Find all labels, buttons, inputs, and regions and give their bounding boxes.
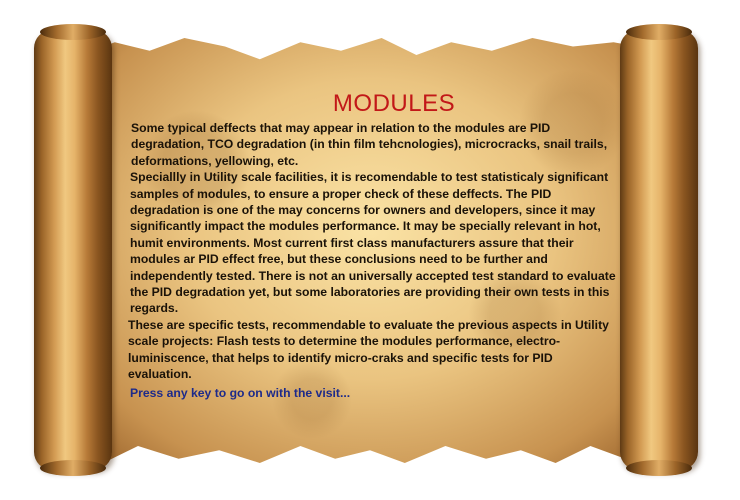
left-scroll-roll	[34, 24, 112, 476]
paragraph-utility-scale: Speciallly in Utility scale facilities, …	[130, 170, 616, 316]
continue-prompt[interactable]: Press any key to go on with the visit...	[130, 385, 351, 400]
parchment-sheet	[80, 38, 660, 463]
right-scroll-roll	[620, 24, 698, 476]
paragraph-specific-tests: These are specific tests, recommendable …	[128, 317, 609, 382]
scroll-title: MODULES	[332, 90, 456, 117]
paragraph-defects: Some typical deffects that may appear in…	[131, 121, 608, 168]
scroll-content: Some typical deffects that may appear in…	[128, 90, 616, 401]
